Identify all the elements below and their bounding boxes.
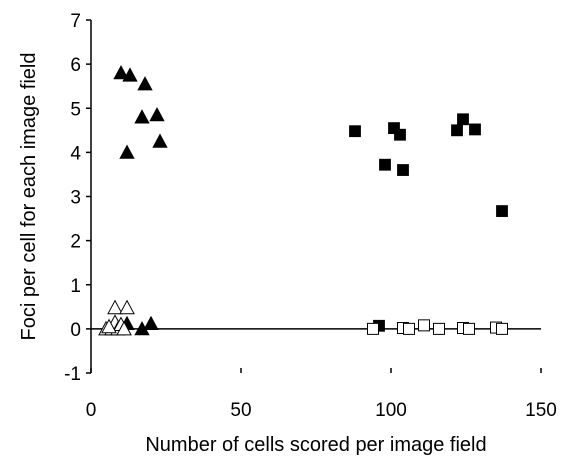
y-tick-label: 4 — [70, 143, 81, 164]
square-point — [379, 158, 391, 171]
triangle-point — [116, 320, 132, 336]
y-tick-label: 7 — [70, 11, 81, 32]
square-point — [397, 164, 409, 176]
square-point — [388, 122, 400, 135]
square-point — [457, 113, 469, 126]
x-tick-label: 100 — [375, 400, 407, 421]
square-point — [367, 322, 379, 335]
y-axis-title: Foci per cell for each image field — [18, 53, 40, 341]
data-points — [98, 65, 508, 336]
square-point — [469, 123, 481, 136]
square-point — [403, 322, 415, 335]
triangle-point — [149, 107, 165, 122]
square-point — [496, 322, 508, 335]
y-tick-label: 1 — [70, 276, 81, 297]
triangle-point — [137, 76, 153, 91]
square-point — [496, 205, 508, 217]
y-axis-ticks: -1 0 1 2 3 4 5 6 7 — [64, 11, 91, 385]
square-point — [418, 319, 430, 332]
y-tick-label: 5 — [70, 99, 81, 120]
triangle-point — [152, 133, 168, 148]
x-tick-label: 0 — [86, 400, 97, 421]
y-tick-label: 2 — [70, 232, 81, 253]
square-point — [433, 322, 445, 335]
triangle-point — [122, 67, 138, 82]
triangle-point — [143, 315, 159, 331]
triangle-point — [107, 299, 123, 315]
x-tick-label: 50 — [230, 400, 251, 421]
x-tick-label: 150 — [525, 400, 557, 421]
y-tick-label: 3 — [70, 188, 81, 209]
square-point — [349, 125, 361, 138]
triangle-point — [134, 109, 150, 124]
triangle-point — [113, 65, 129, 80]
y-tick-label: -1 — [64, 364, 81, 385]
square-point — [451, 124, 463, 137]
y-tick-label: 6 — [70, 55, 81, 76]
triangle-point — [101, 318, 117, 334]
x-axis-ticks: 0 50 100 150 — [86, 368, 557, 421]
triangle-point — [119, 144, 135, 159]
square-point — [394, 128, 406, 141]
square-point — [463, 322, 475, 335]
triangle-point — [119, 299, 135, 315]
y-tick-label: 0 — [70, 320, 81, 341]
x-axis-title: Number of cells scored per image field — [145, 434, 486, 456]
